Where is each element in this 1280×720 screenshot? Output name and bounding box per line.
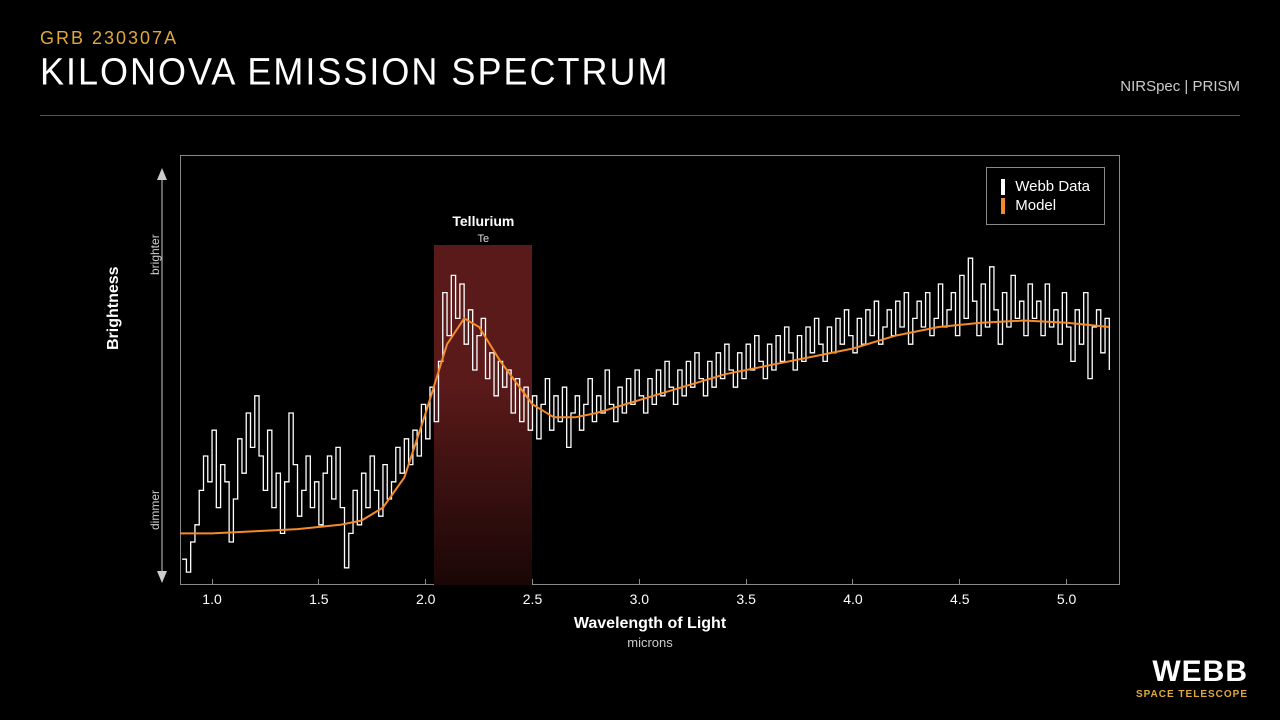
x-tick	[746, 579, 747, 585]
legend-swatch	[1001, 198, 1005, 214]
x-tick-label: 1.0	[202, 591, 221, 607]
legend-label: Model	[1015, 197, 1056, 214]
x-axis-unit: microns	[180, 635, 1120, 650]
y-arrow-icon	[155, 168, 169, 583]
x-tick	[959, 579, 960, 585]
x-tick	[212, 579, 213, 585]
legend-swatch	[1001, 179, 1005, 195]
x-tick	[1066, 579, 1067, 585]
legend-label: Webb Data	[1015, 178, 1090, 195]
x-tick-label: 4.0	[843, 591, 862, 607]
legend-item: Webb Data	[1001, 178, 1090, 195]
x-axis-label: Wavelength of Light	[180, 615, 1120, 633]
x-tick-label: 5.0	[1057, 591, 1076, 607]
x-tick-label: 2.5	[523, 591, 542, 607]
page-title: KILONOVA EMISSION SPECTRUM	[40, 50, 1240, 94]
x-tick-label: 1.5	[309, 591, 328, 607]
y-axis-label: Brightness	[105, 266, 123, 350]
x-tick-label: 4.5	[950, 591, 969, 607]
divider	[40, 115, 1240, 116]
chart-plot: Tellurium Te Webb Data Model 1.01.52.02.…	[180, 155, 1120, 585]
x-tick-label: 3.5	[736, 591, 755, 607]
logo-title: WEBB	[1136, 655, 1248, 689]
x-tick-label: 2.0	[416, 591, 435, 607]
logo-subtitle: SPACE TELESCOPE	[1136, 689, 1248, 700]
x-tick	[425, 579, 426, 585]
x-tick	[852, 579, 853, 585]
event-id: GRB 230307A	[40, 28, 1240, 49]
webb-logo: WEBB SPACE TELESCOPE	[1136, 655, 1248, 700]
x-tick	[639, 579, 640, 585]
header: GRB 230307A KILONOVA EMISSION SPECTRUM	[0, 0, 1280, 105]
plot-svg	[180, 155, 1120, 585]
instrument-label: NIRSpec | PRISM	[1120, 78, 1240, 95]
webb-data-line	[182, 258, 1109, 572]
legend: Webb Data Model	[986, 167, 1105, 225]
x-tick	[532, 579, 533, 585]
x-tick	[318, 579, 319, 585]
x-tick-label: 3.0	[630, 591, 649, 607]
legend-item: Model	[1001, 197, 1090, 214]
